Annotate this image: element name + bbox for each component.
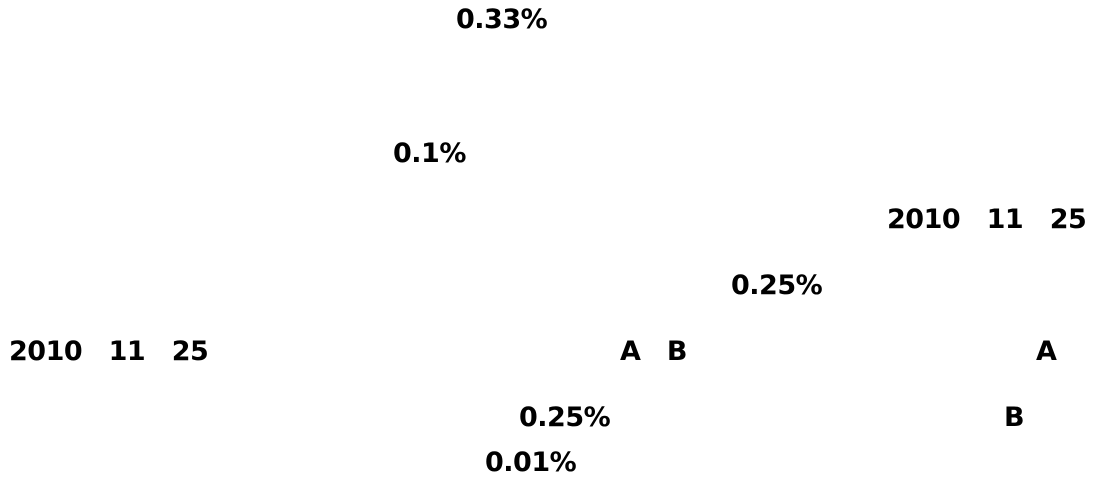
text-fragment-0-33-percent: 0.33% <box>456 4 548 35</box>
text-fragment-a-b: A B <box>620 336 687 367</box>
text-fragment-0-01-percent: 0.01% <box>485 447 577 478</box>
text-fragment-0-25-percent-upper: 0.25% <box>731 270 823 301</box>
text-fragment-date-left: 2010 11 25 <box>9 336 209 367</box>
text-fragment-0-25-percent-lower: 0.25% <box>519 402 611 433</box>
text-fragment-b: B <box>1004 402 1025 433</box>
text-fragment-0-1-percent: 0.1% <box>393 138 466 169</box>
text-fragment-date-right: 2010 11 25 <box>887 204 1087 235</box>
text-fragment-a: A <box>1036 336 1057 367</box>
